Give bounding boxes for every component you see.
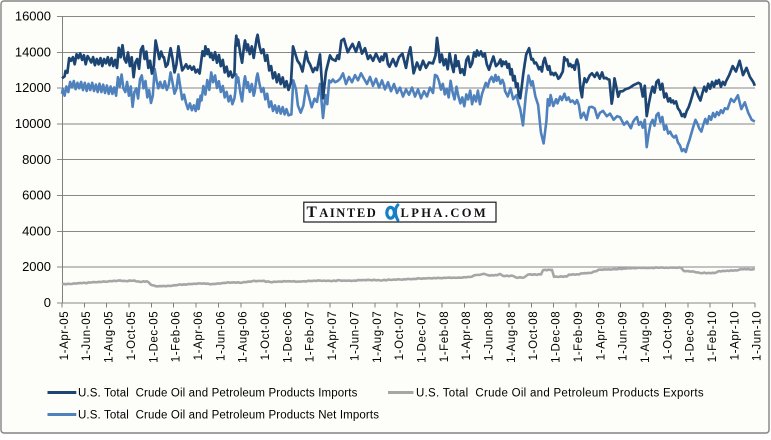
svg-text:1-Feb-10: 1-Feb-10 <box>707 311 719 362</box>
svg-text:1-Oct-07: 1-Oct-07 <box>394 311 406 361</box>
svg-text:1-Feb-09: 1-Feb-09 <box>573 311 585 362</box>
svg-text:1-Apr-07: 1-Apr-07 <box>327 311 339 361</box>
svg-text:8000: 8000 <box>22 152 51 167</box>
svg-text:1-Apr-06: 1-Apr-06 <box>193 311 205 361</box>
svg-text:16000: 16000 <box>15 9 51 24</box>
svg-text:1-Aug-05: 1-Aug-05 <box>104 311 116 363</box>
svg-text:AINTED: AINTED <box>319 206 377 220</box>
svg-text:1-Feb-08: 1-Feb-08 <box>439 311 451 362</box>
svg-text:1-Dec-05: 1-Dec-05 <box>148 311 160 363</box>
svg-text:1-Jun-10: 1-Jun-10 <box>752 311 764 361</box>
svg-text:1-Jun-07: 1-Jun-07 <box>349 311 361 361</box>
svg-text:1-Dec-06: 1-Dec-06 <box>282 311 294 363</box>
svg-text:1-Feb-06: 1-Feb-06 <box>171 311 183 362</box>
svg-text:1-Aug-08: 1-Aug-08 <box>506 311 518 363</box>
svg-text:1-Apr-08: 1-Apr-08 <box>461 311 473 361</box>
svg-text:1-Oct-08: 1-Oct-08 <box>528 311 540 361</box>
svg-text:1-Oct-09: 1-Oct-09 <box>662 311 674 361</box>
svg-text:10000: 10000 <box>15 116 51 131</box>
svg-text:14000: 14000 <box>15 44 51 59</box>
svg-text:6000: 6000 <box>22 188 51 203</box>
svg-text:U.S. Total Crude Oil and Petr: U.S. Total Crude Oil and Petroleum Produ… <box>78 410 379 422</box>
svg-text:LPHA.COM: LPHA.COM <box>401 206 489 220</box>
svg-text:1-Dec-09: 1-Dec-09 <box>685 311 697 363</box>
svg-text:1-Jun-06: 1-Jun-06 <box>215 311 227 361</box>
svg-text:2000: 2000 <box>22 259 51 274</box>
svg-text:1-Aug-06: 1-Aug-06 <box>238 311 250 363</box>
svg-text:1-Aug-09: 1-Aug-09 <box>640 311 652 363</box>
svg-text:1-Aug-07: 1-Aug-07 <box>372 311 384 363</box>
svg-text:U.S. Total Crude Oil and Petr: U.S. Total Crude Oil and Petroleum Produ… <box>78 388 358 400</box>
svg-text:1-Dec-07: 1-Dec-07 <box>417 311 429 363</box>
svg-text:1-Feb-07: 1-Feb-07 <box>305 311 317 362</box>
svg-text:1-Oct-05: 1-Oct-05 <box>126 311 138 361</box>
svg-text:1-Jun-09: 1-Jun-09 <box>618 311 630 361</box>
svg-text:1-Apr-09: 1-Apr-09 <box>595 311 607 361</box>
svg-text:12000: 12000 <box>15 80 51 95</box>
svg-text:4000: 4000 <box>22 223 51 238</box>
svg-text:0: 0 <box>44 295 51 310</box>
svg-text:U.S. Total Crude Oil and Petr: U.S. Total Crude Oil and Petroleum Produ… <box>416 388 704 400</box>
svg-text:1-Dec-08: 1-Dec-08 <box>551 311 563 363</box>
svg-text:1-Jun-08: 1-Jun-08 <box>484 311 496 361</box>
svg-text:1-Apr-05: 1-Apr-05 <box>59 311 71 361</box>
svg-text:1-Jun-05: 1-Jun-05 <box>81 311 93 361</box>
svg-text:1-Apr-10: 1-Apr-10 <box>729 311 741 361</box>
svg-text:T: T <box>307 204 318 221</box>
svg-text:1-Oct-06: 1-Oct-06 <box>260 311 272 361</box>
